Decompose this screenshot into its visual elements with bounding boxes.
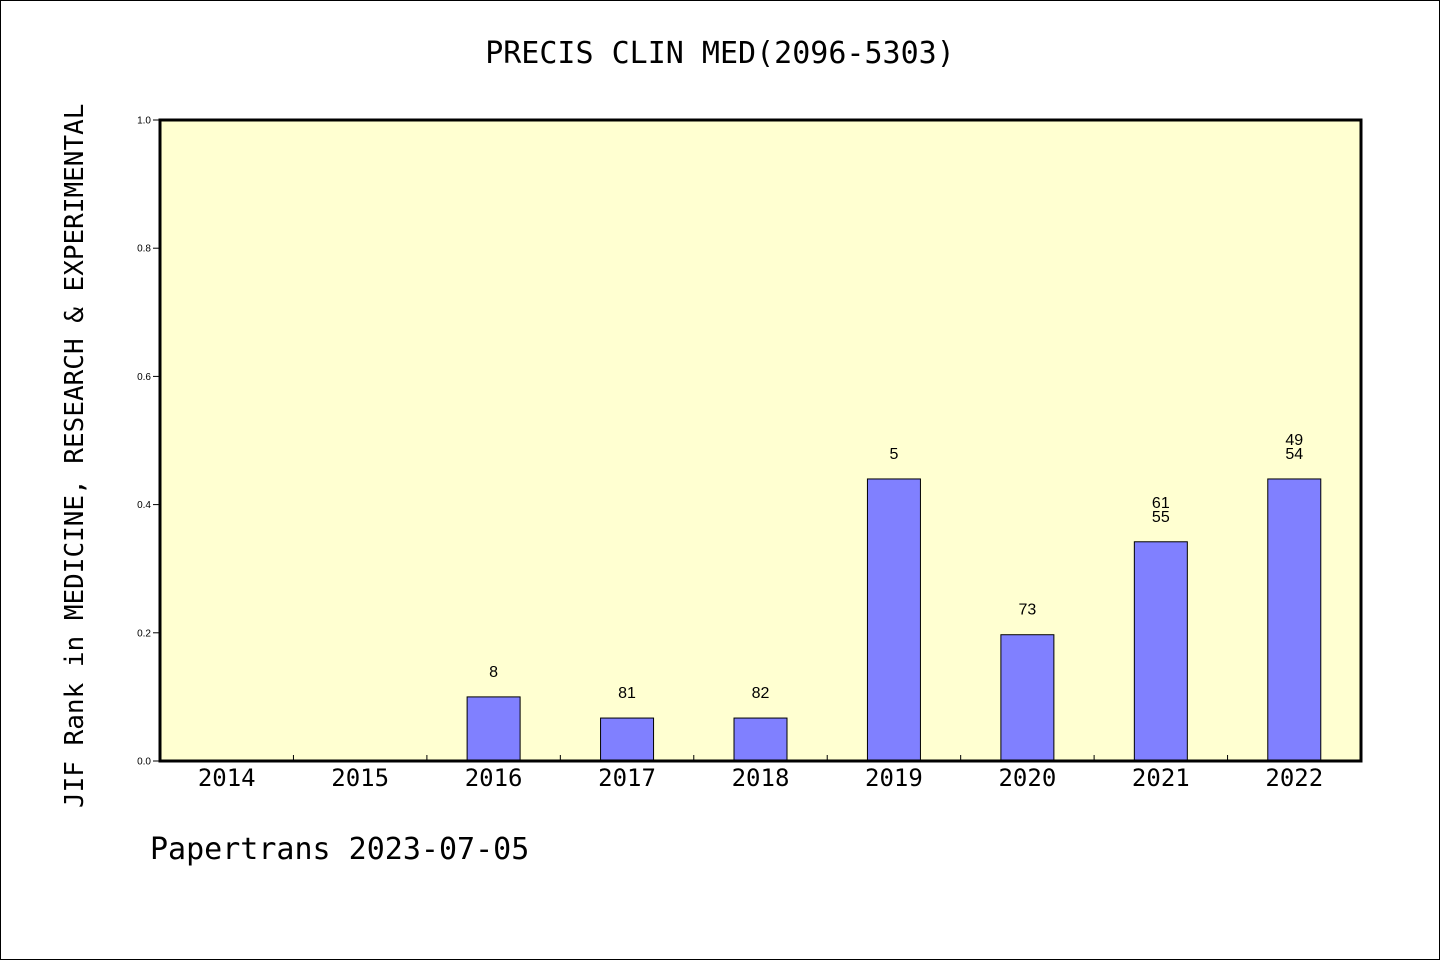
x-tick-label: 2021 xyxy=(1132,764,1190,792)
bar-data-label: 54 xyxy=(1285,446,1303,463)
bar-data-label: 55 xyxy=(1152,509,1170,526)
bar-data-label: 73 xyxy=(1018,602,1036,619)
x-tick-label: 2014 xyxy=(198,764,256,792)
x-tick-label: 2022 xyxy=(1265,764,1323,792)
y-tick-label: 0.8 xyxy=(137,244,151,255)
bar-2017 xyxy=(600,717,655,762)
x-tick-label: 2015 xyxy=(331,764,389,792)
bar-data-label: 5 xyxy=(889,446,898,463)
bar-2016 xyxy=(466,696,521,762)
y-tick-label: 0.2 xyxy=(137,628,151,639)
chart-title: PRECIS CLIN MED(2096-5303) xyxy=(485,36,955,71)
bar-data-label: 82 xyxy=(752,685,770,702)
bar-2020 xyxy=(1000,634,1055,762)
y-tick-label: 0.6 xyxy=(137,372,151,383)
x-tick-label: 2018 xyxy=(732,764,790,792)
footer-text: Papertrans 2023-07-05 xyxy=(150,832,530,867)
y-tick-label: 0.4 xyxy=(137,500,151,511)
bar-data-label: 81 xyxy=(618,685,636,702)
bar-2021 xyxy=(1133,541,1188,762)
bar-data-label: 8 xyxy=(489,664,498,681)
bar-data-label: 49 xyxy=(1285,432,1303,449)
x-tick-label: 2020 xyxy=(998,764,1056,792)
bar-data-label: 61 xyxy=(1152,495,1170,512)
x-tick-label: 2017 xyxy=(598,764,656,792)
bar-2019 xyxy=(866,478,921,762)
bar-2022 xyxy=(1267,478,1322,762)
plot-border xyxy=(158,118,1363,763)
bar-2018 xyxy=(733,717,788,762)
x-tick-label: 2016 xyxy=(465,764,523,792)
y-tick-label: 0.0 xyxy=(137,757,151,768)
x-tick-label: 2019 xyxy=(865,764,923,792)
y-tick-label: 1.0 xyxy=(137,116,151,127)
